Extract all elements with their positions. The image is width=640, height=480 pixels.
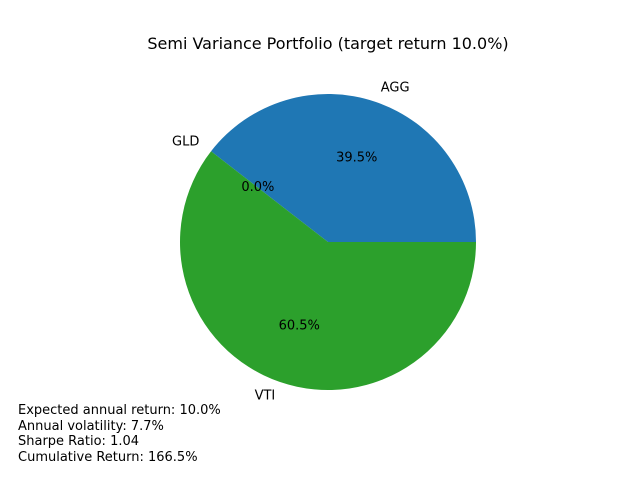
stat-expected-return: Expected annual return: 10.0% <box>18 403 221 418</box>
stat-sharpe-ratio: Sharpe Ratio: 1.04 <box>18 434 140 449</box>
stat-cumulative-return: Cumulative Return: 166.5% <box>18 449 198 465</box>
stat-volatility: Annual volatility: 7.7% <box>18 418 164 434</box>
label-agg: AGG <box>381 80 410 95</box>
pct-label-agg: 39.5% <box>336 150 377 165</box>
pct-label-vti: 60.5% <box>279 319 320 334</box>
slice-vti <box>180 151 477 390</box>
chart-title: Semi Variance Portfolio (target return 1… <box>147 34 508 53</box>
label-vti: VTI <box>255 389 276 404</box>
portfolio-stats: Expected annual return: 10.0% Annual vol… <box>18 403 221 465</box>
label-gld: GLD <box>172 135 199 150</box>
pct-label-gld: 0.0% <box>241 180 274 195</box>
slice-agg <box>211 93 476 242</box>
